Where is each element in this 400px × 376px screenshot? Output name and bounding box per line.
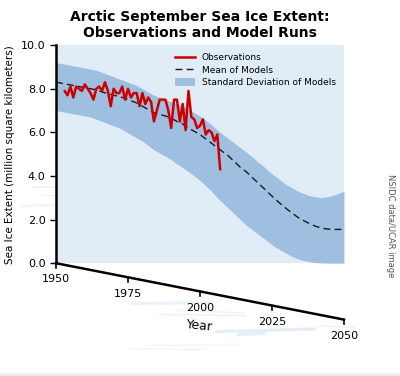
- Bar: [0, 365, 400, 373]
- Bar: [0, 365, 400, 373]
- Bar: [0, 368, 400, 376]
- Bar: [0, 367, 400, 375]
- Bar: [0, 365, 400, 373]
- Bar: [0, 365, 400, 373]
- Bar: [0, 365, 400, 373]
- Bar: [0, 366, 400, 373]
- Bar: [0, 367, 400, 374]
- Bar: [0, 365, 400, 373]
- Bar: [0, 367, 400, 375]
- Legend: Observations, Mean of Models, Standard Deviation of Models: Observations, Mean of Models, Standard D…: [171, 50, 340, 91]
- Text: Year: Year: [186, 318, 214, 334]
- Bar: [0, 368, 400, 376]
- Bar: [0, 366, 400, 374]
- Bar: [0, 367, 400, 374]
- Bar: [0, 365, 400, 373]
- Bar: [0, 366, 400, 374]
- Bar: [0, 366, 400, 374]
- Bar: [0, 366, 400, 374]
- Text: 2025: 2025: [258, 317, 286, 327]
- Bar: [0, 368, 400, 375]
- Bar: [0, 365, 400, 373]
- Bar: [0, 367, 400, 374]
- Bar: [0, 367, 400, 374]
- Bar: [0, 367, 400, 375]
- Bar: [0, 367, 400, 375]
- Bar: [0, 364, 400, 372]
- Bar: [0, 366, 400, 374]
- Y-axis label: Sea Ice Extent (million square kilometers): Sea Ice Extent (million square kilometer…: [6, 45, 16, 264]
- Bar: [0, 364, 400, 372]
- Bar: [0, 364, 400, 372]
- Bar: [0, 368, 400, 376]
- Bar: [0, 368, 400, 376]
- Text: 1975: 1975: [114, 289, 142, 299]
- Text: 2000: 2000: [186, 303, 214, 313]
- Bar: [0, 365, 400, 373]
- Bar: [0, 366, 400, 374]
- Bar: [0, 366, 400, 374]
- Bar: [0, 365, 400, 373]
- Text: NSIDC data/UCAR image: NSIDC data/UCAR image: [386, 174, 394, 277]
- Bar: [0, 368, 400, 376]
- Bar: [0, 367, 400, 374]
- Bar: [0, 366, 400, 374]
- Bar: [0, 367, 400, 375]
- Bar: [0, 367, 400, 374]
- Bar: [0, 365, 400, 372]
- Bar: [0, 367, 400, 374]
- Bar: [0, 368, 400, 376]
- Bar: [0, 367, 400, 374]
- Bar: [0, 365, 400, 373]
- Bar: [0, 368, 400, 376]
- Bar: [0, 368, 400, 376]
- Bar: [0, 365, 400, 373]
- Bar: [0, 365, 400, 373]
- Bar: [0, 365, 400, 373]
- Bar: [0, 367, 400, 375]
- Bar: [0, 367, 400, 375]
- Bar: [0, 367, 400, 375]
- Bar: [0, 367, 400, 375]
- Bar: [0, 365, 400, 373]
- Bar: [0, 364, 400, 372]
- Bar: [0, 368, 400, 376]
- Bar: [0, 368, 400, 376]
- Bar: [0, 366, 400, 374]
- Bar: [0, 365, 400, 373]
- Bar: [0, 365, 400, 373]
- Bar: [0, 366, 400, 374]
- Bar: [0, 368, 400, 375]
- Bar: [0, 366, 400, 374]
- Bar: [0, 365, 400, 372]
- Bar: [0, 366, 400, 374]
- Bar: [0, 364, 400, 372]
- Bar: [0, 367, 400, 375]
- Bar: [0, 367, 400, 374]
- Bar: [0, 368, 400, 375]
- Bar: [0, 368, 400, 376]
- Bar: [0, 365, 400, 373]
- Title: Arctic September Sea Ice Extent:
Observations and Model Runs: Arctic September Sea Ice Extent: Observa…: [70, 9, 330, 40]
- Bar: [0, 365, 400, 372]
- Text: 1950: 1950: [42, 274, 70, 285]
- Text: 2050: 2050: [330, 331, 358, 341]
- Bar: [0, 366, 400, 373]
- Bar: [0, 366, 400, 373]
- Bar: [0, 365, 400, 373]
- Bar: [0, 368, 400, 376]
- Bar: [0, 365, 400, 373]
- Bar: [0, 367, 400, 375]
- Bar: [0, 367, 400, 374]
- Bar: [0, 367, 400, 375]
